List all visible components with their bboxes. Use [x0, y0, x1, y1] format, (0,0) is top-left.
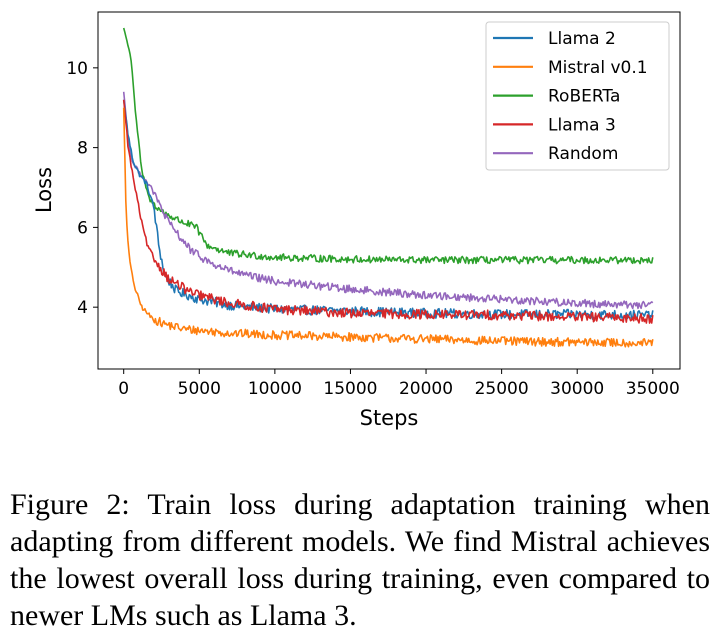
y-tick-label: 6 [77, 218, 88, 238]
y-tick-label: 10 [66, 59, 88, 79]
loss-chart-figure: 0 5000 10000 15000 20000 25000 30000 35000 4 6 8 1… [32, 11, 681, 430]
series-line-roberta [122, 27, 654, 265]
figure-caption: Figure 2: Train loss during adaptation t… [10, 488, 710, 632]
series-line-random [122, 91, 654, 310]
x-axis-label: Steps [360, 406, 419, 430]
x-tick-label: 25000 [475, 379, 529, 399]
series-line-llama-3 [122, 99, 654, 324]
y-axis-label: Loss [32, 167, 56, 213]
series-line-llama-2 [122, 99, 654, 321]
x-axis: 0 5000 10000 15000 20000 25000 30000 35000 [118, 369, 680, 399]
x-tick-label: 10000 [248, 379, 302, 399]
x-tick-label: 5000 [178, 379, 221, 399]
x-tick-label: 0 [118, 379, 129, 399]
legend-label: Llama 3 [548, 115, 616, 135]
x-tick-label: 20000 [399, 379, 453, 399]
legend-label: RoBERTa [548, 87, 620, 107]
plot-frame [97, 11, 681, 370]
x-tick-label: 30000 [550, 379, 604, 399]
x-tick-label: 15000 [323, 379, 377, 399]
series-layer [122, 27, 654, 348]
legend-label: Llama 2 [548, 29, 616, 49]
x-tick-label: 35000 [626, 379, 680, 399]
y-tick-label: 4 [77, 298, 88, 318]
series-line-mistral-v0-1 [122, 107, 654, 348]
legend: Llama 2 Mistral v0.1 RoBERTa Llama 3 Random [485, 21, 670, 171]
y-tick-label: 8 [77, 139, 88, 159]
legend-label: Mistral v0.1 [548, 58, 648, 78]
loss-chart: 0 5000 10000 15000 20000 25000 30000 35000 4 6 8 1… [32, 11, 681, 430]
legend-box [485, 21, 670, 171]
legend-label: Random [548, 144, 618, 164]
y-axis: 4 6 8 10 [66, 59, 98, 318]
